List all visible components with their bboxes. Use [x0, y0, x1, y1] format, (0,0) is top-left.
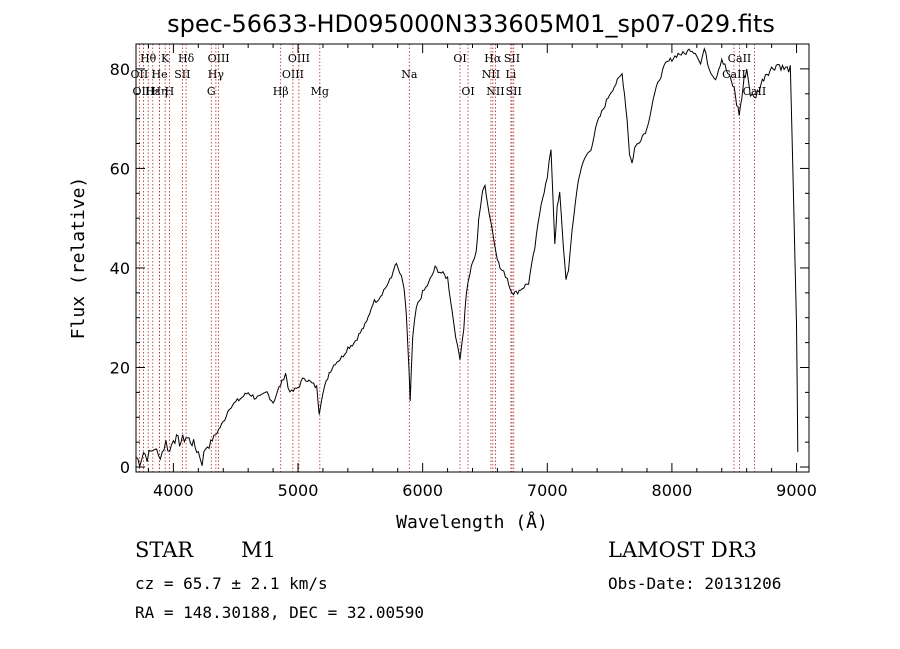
line-marker-label: G [207, 85, 216, 98]
line-marker-label: Hη [151, 85, 167, 98]
line-marker-label: H [165, 85, 175, 98]
line-marker-label: Li [505, 68, 516, 81]
x-tick-label: 7000 [527, 481, 568, 500]
line-marker-label: He [152, 68, 168, 81]
line-marker-label: CaII [728, 52, 752, 65]
line-marker-label: SII [174, 68, 190, 81]
line-marker-label: Na [401, 68, 418, 81]
chart-title: spec-56633-HD095000N333605M01_sp07-029.f… [167, 10, 775, 38]
line-marker-label: Hθ [140, 52, 157, 65]
x-tick-label: 4000 [153, 481, 194, 500]
line-marker-label: Hβ [273, 85, 289, 98]
flux-line [135, 47, 799, 469]
line-marker-label: Hγ [208, 68, 225, 81]
line-marker-label: OIII [288, 52, 310, 65]
redshift-velocity: cz = 65.7 ± 2.1 km/s [135, 574, 328, 593]
y-axis-ticks: 0 20 40 60 80 [110, 43, 809, 477]
line-marker-label: SII [504, 52, 520, 65]
coordinates: RA = 148.30188, DEC = 32.00590 [135, 603, 424, 622]
y-axis-label: Flux (relative) [68, 177, 89, 340]
plot-frame [135, 43, 810, 473]
line-marker-label: CaII [743, 85, 767, 98]
x-axis-label: Wavelength (Å) [396, 511, 548, 533]
line-marker-label: Hδ [178, 52, 195, 65]
x-tick-label: 8000 [652, 481, 693, 500]
line-marker-label: OIII [132, 85, 154, 98]
y-tick-label: 80 [110, 60, 130, 79]
x-tick-label: 6000 [402, 481, 443, 500]
survey-name: LAMOST DR3 [608, 538, 757, 562]
object-subclass: M1 [241, 538, 276, 562]
y-tick-label: 20 [110, 358, 130, 377]
object-class: STAR [135, 538, 194, 562]
line-marker-label: SII [506, 85, 522, 98]
line-marker-label: NII [486, 85, 504, 98]
x-axis-ticks: 4000 5000 6000 7000 8000 9000 [147, 44, 817, 500]
y-tick-label: 40 [110, 259, 130, 278]
line-marker-label: K [161, 52, 170, 65]
x-tick-label: 5000 [278, 481, 319, 500]
y-tick-label: 60 [110, 159, 130, 178]
line-marker-label: OIII [282, 68, 304, 81]
x-tick-label: 9000 [776, 481, 817, 500]
line-marker-label: OI [453, 52, 466, 65]
line-marker-label: OII [131, 68, 149, 81]
line-marker-label: CaII [722, 68, 746, 81]
spectrum-series [135, 47, 799, 469]
line-marker-label: Mg [311, 85, 329, 98]
line-marker-label: Hε [145, 85, 161, 98]
line-marker-label: Hα [484, 52, 502, 65]
line-marker-label: OIII [208, 52, 230, 65]
y-tick-label: 0 [120, 458, 130, 477]
line-marker-label: NII [482, 68, 500, 81]
observation-date: Obs-Date: 20131206 [608, 574, 782, 593]
line-marker-label: OI [461, 85, 474, 98]
